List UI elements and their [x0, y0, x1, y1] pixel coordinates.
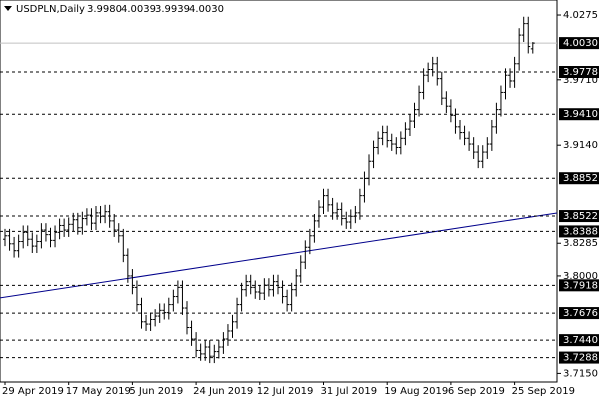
level-label: 3.7918: [563, 280, 598, 291]
quote-low: 3.9939: [155, 4, 190, 15]
level-label: 3.8522: [563, 211, 598, 222]
level-label: 3.7288: [563, 353, 598, 364]
level-label-box: [559, 108, 599, 121]
plot-frame: [0, 0, 558, 383]
x-tick-label: 29 Apr 2019: [2, 386, 64, 397]
level-label: 3.7440: [563, 335, 598, 346]
y-tick-label: 4.0275: [563, 10, 598, 21]
level-label: 3.9778: [563, 67, 598, 78]
symbol: USDPLN,Daily: [16, 4, 85, 15]
level-label-box: [559, 66, 599, 79]
level-label: 3.7676: [563, 308, 598, 319]
x-tick-label: 25 Sep 2019: [512, 386, 575, 397]
level-label-box: [559, 334, 599, 347]
level-label-box: [559, 172, 599, 185]
x-tick-label: 24 Jun 2019: [193, 386, 253, 397]
level-label-box: [559, 279, 599, 292]
menu-arrow: [4, 6, 12, 11]
level-label: 3.8852: [563, 173, 598, 184]
x-tick-label: 31 Jul 2019: [321, 386, 378, 397]
y-tick-label: 3.8285: [563, 238, 598, 249]
quote-close: 4.0030: [189, 4, 224, 15]
level-label-box: [559, 225, 599, 238]
x-tick-label: 19 Aug 2019: [384, 386, 448, 397]
y-tick-label: 3.8000: [563, 271, 598, 282]
price-label: 4.0030: [563, 38, 598, 49]
price-label-box: [559, 37, 599, 50]
level-label-box: [559, 351, 599, 364]
x-tick-label: 12 Jul 2019: [257, 386, 314, 397]
level-label: 3.8388: [563, 226, 598, 237]
x-tick-label: 17 May 2019: [66, 386, 131, 397]
y-tick-label: 3.9710: [563, 75, 598, 86]
quote-high: 4.0039: [121, 4, 156, 15]
y-tick-label: 3.7150: [563, 368, 598, 379]
level-label-box: [559, 210, 599, 223]
x-tick-label: 6 Sep 2019: [448, 386, 505, 397]
level-label: 3.9410: [563, 109, 598, 120]
level-label-box: [559, 307, 599, 320]
quote-open: 3.9980: [87, 4, 122, 15]
y-tick-label: 3.9140: [563, 140, 598, 151]
trend-line: [0, 212, 558, 299]
x-tick-label: 5 Jun 2019: [129, 386, 183, 397]
